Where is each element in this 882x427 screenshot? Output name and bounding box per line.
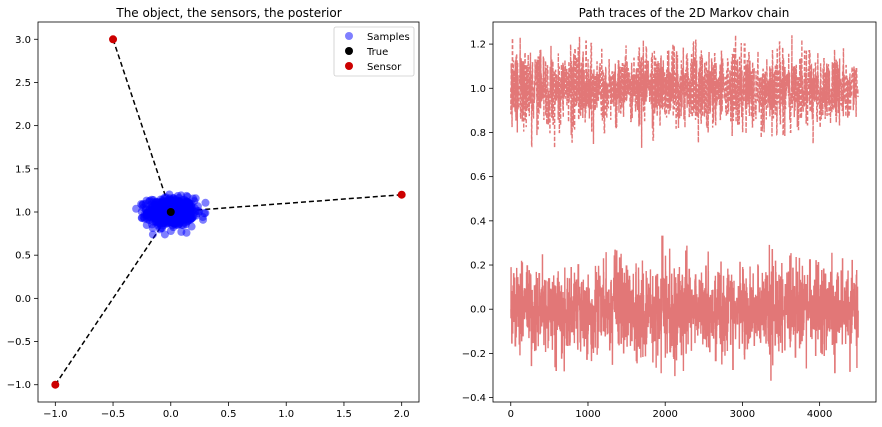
right-y-tick-label: 0.2: [470, 261, 486, 272]
trace-lines: [510, 34, 859, 381]
left-x-ticks: −1.0 −0.5 0.0 0.5 1.0 1.5 2.0: [43, 402, 410, 420]
sample-point: [144, 206, 153, 215]
right-y-tick-label: −0.4: [462, 393, 486, 404]
sample-point: [182, 228, 191, 237]
left-x-tick-label: −0.5: [101, 409, 125, 420]
sample-point: [201, 198, 210, 207]
left-chart-title: The object, the sensors, the posterior: [115, 6, 341, 20]
left-y-tick-label: 0.5: [15, 251, 31, 262]
sample-point: [187, 202, 196, 211]
legend-sensor-label: Sensor: [367, 62, 402, 73]
sample-point: [178, 196, 187, 205]
right-x-tick-label: 3000: [730, 409, 755, 420]
legend: Samples True Sensor: [333, 26, 415, 77]
right-x-tick-label: 1000: [575, 409, 600, 420]
legend-samples-marker: [345, 32, 353, 40]
sample-point: [179, 221, 188, 230]
left-y-tick-label: 3.0: [15, 35, 31, 46]
left-x-tick-label: 2.0: [394, 409, 410, 420]
sensor-dashed-line: [54, 211, 172, 386]
left-x-tick-label: 1.5: [336, 409, 352, 420]
sample-point: [199, 215, 208, 224]
sample-point: [158, 208, 167, 217]
right-y-tick-label: −0.2: [462, 349, 486, 360]
sample-point: [195, 207, 204, 216]
trace-dashed-line: [510, 34, 859, 149]
legend-true-label: True: [366, 47, 388, 58]
left-y-tick-label: 1.0: [15, 208, 31, 219]
legend-true-marker: [345, 47, 353, 55]
right-chart-title: Path traces of the 2D Markov chain: [579, 6, 790, 20]
sample-point: [164, 217, 173, 226]
legend-samples-label: Samples: [367, 32, 410, 43]
marker-points: [51, 35, 406, 389]
right-x-tick-label: 0: [508, 409, 514, 420]
left-y-tick-label: 0.0: [15, 294, 31, 305]
right-x-tick-label: 2000: [652, 409, 677, 420]
sample-point: [179, 203, 188, 212]
left-x-tick-label: −1.0: [43, 409, 67, 420]
right-y-tick-label: 0.0: [470, 305, 486, 316]
sample-point: [181, 210, 190, 219]
right-axes-frame: [492, 21, 877, 403]
sensor-point: [109, 35, 118, 44]
sensor-dashed-line: [112, 39, 172, 213]
right-y-tick-label: 1.2: [470, 40, 486, 51]
right-x-ticks: 0 1000 2000 3000 4000: [508, 402, 832, 420]
left-x-tick-label: 0.0: [163, 409, 179, 420]
sample-point: [150, 214, 159, 223]
left-chart: The object, the sensors, the posterior −…: [7, 6, 420, 420]
sensor-point: [397, 190, 406, 199]
sample-point: [155, 225, 164, 234]
sample-point: [148, 230, 157, 239]
left-y-tick-label: 2.5: [15, 78, 31, 89]
legend-sensor-marker: [345, 62, 353, 70]
sample-point: [139, 200, 148, 209]
right-y-tick-label: 0.6: [470, 172, 486, 183]
sample-point: [144, 213, 153, 222]
right-y-tick-label: 0.4: [470, 216, 486, 227]
true-point: [166, 208, 175, 216]
left-axes-frame: [37, 21, 420, 403]
left-x-tick-label: 1.0: [278, 409, 294, 420]
right-y-tick-label: 1.0: [470, 84, 486, 95]
right-x-tick-label: 4000: [807, 409, 832, 420]
left-y-tick-label: −1.0: [7, 380, 31, 391]
right-chart: Path traces of the 2D Markov chain 0 1000…: [462, 6, 877, 420]
left-y-tick-label: −0.5: [7, 337, 31, 348]
left-y-tick-label: 1.5: [15, 164, 31, 175]
sample-point: [142, 221, 151, 230]
right-y-ticks: −0.4 −0.2 0.0 0.2 0.4 0.6 0.8 1.0 1.2: [462, 40, 493, 404]
left-y-tick-label: 2.0: [15, 121, 31, 132]
left-y-ticks: −1.0 −0.5 0.0 0.5 1.0 1.5 2.0 2.5 3.0: [7, 35, 38, 391]
sensor-lines: [54, 39, 402, 386]
sensor-point: [51, 380, 60, 389]
trace-solid-line: [510, 235, 859, 381]
sensor-dashed-line: [170, 193, 402, 213]
left-x-tick-label: 0.5: [221, 409, 237, 420]
legend-box: [333, 26, 415, 77]
right-y-tick-label: 0.8: [470, 128, 486, 139]
sample-point: [160, 230, 169, 239]
